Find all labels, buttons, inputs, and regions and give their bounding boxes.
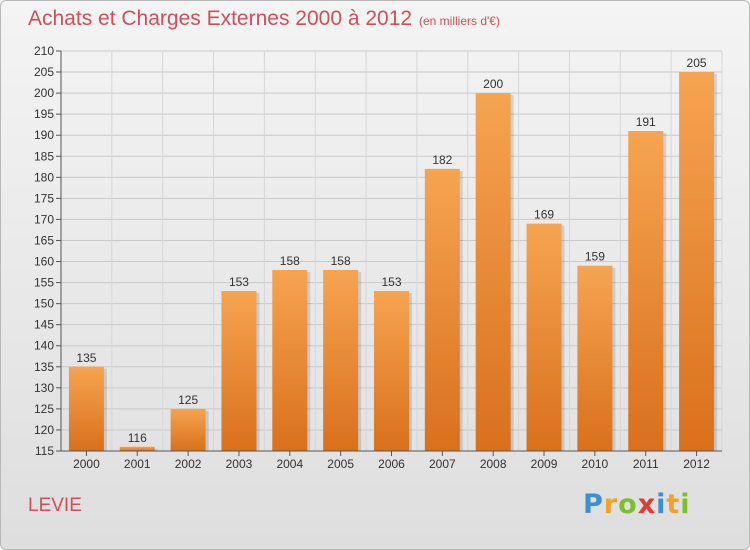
y-tick-label: 190	[34, 128, 54, 142]
data-label: 153	[381, 275, 401, 289]
data-label: 158	[280, 254, 300, 268]
data-label: 191	[636, 115, 656, 129]
y-tick-label: 195	[34, 107, 54, 121]
data-label: 205	[687, 56, 707, 70]
bars: 135 116 125 153 158 158 153 182 200 169 159 191 205	[68, 56, 718, 452]
x-tick-label: 2007	[429, 457, 456, 471]
x-axis: 2000 2001 2002 2003 2004 2005 2006 2007 2008 2009…	[61, 450, 722, 471]
x-tick-label: 2000	[73, 457, 100, 471]
y-tick-label: 140	[34, 339, 54, 353]
data-label: 135	[76, 351, 96, 365]
x-tick-label: 2003	[226, 457, 253, 471]
commune-name: LEVIE	[28, 495, 82, 516]
x-tick-label: 2012	[683, 457, 710, 471]
x-tick-label: 2009	[531, 457, 558, 471]
bar	[68, 366, 104, 451]
y-tick-label: 160	[34, 255, 54, 269]
y-tick-label: 120	[34, 423, 54, 437]
y-tick-label: 135	[34, 360, 54, 374]
bar	[679, 72, 715, 451]
y-tick-label: 185	[34, 149, 54, 163]
logo-letter: o	[618, 489, 638, 520]
bar	[170, 408, 206, 451]
data-label: 169	[534, 208, 554, 222]
x-tick-label: 2011	[633, 457, 659, 471]
y-tick-label: 155	[34, 276, 54, 290]
x-tick-label: 2006	[378, 457, 405, 471]
data-label: 158	[331, 254, 351, 268]
y-tick-label: 205	[34, 65, 54, 79]
y-axis: 115 120 125 130 135 140 145 150 155 160 165 170 175 1…	[34, 44, 62, 458]
bar	[272, 269, 308, 451]
data-label: 153	[229, 275, 249, 289]
data-label: 200	[483, 77, 503, 91]
bar	[526, 223, 562, 451]
logo-letter: P	[583, 489, 604, 520]
data-label: 182	[432, 153, 452, 167]
y-tick-label: 125	[34, 402, 54, 416]
y-tick-label: 180	[34, 170, 54, 184]
logo-letter: r	[603, 489, 619, 520]
chart-title: Achats et Charges Externes 2000 à 2012	[28, 7, 413, 30]
x-tick-label: 2004	[276, 457, 303, 471]
y-tick-label: 200	[34, 86, 54, 100]
y-tick-label: 210	[34, 44, 54, 58]
y-tick-label: 150	[34, 297, 54, 311]
bar	[374, 291, 409, 451]
logo-letter: t	[666, 489, 681, 520]
x-tick-label: 2005	[327, 457, 354, 471]
bar	[323, 269, 359, 451]
logo-letter: x	[637, 489, 657, 520]
y-tick-label: 145	[34, 318, 54, 332]
data-label: 125	[178, 393, 198, 407]
proxiti-logo: Proxiti	[583, 489, 691, 520]
data-label: 116	[128, 431, 147, 445]
x-tick-label: 2001	[124, 457, 151, 471]
logo-letter: i	[680, 489, 691, 520]
x-tick-label: 2010	[582, 457, 609, 471]
bar	[475, 93, 511, 452]
x-tick-label: 2008	[480, 457, 507, 471]
chart-subtitle: (en milliers d'€)	[419, 14, 500, 28]
bar	[424, 168, 460, 452]
y-tick-label: 115	[35, 444, 54, 458]
bar	[221, 291, 257, 451]
bar	[628, 131, 664, 451]
x-tick-label: 2002	[175, 457, 202, 471]
bar	[119, 446, 155, 451]
data-label: 159	[585, 250, 605, 264]
logo-letter: i	[656, 489, 667, 520]
bar	[577, 265, 613, 451]
y-tick-label: 130	[34, 381, 54, 395]
y-tick-label: 175	[34, 191, 54, 205]
y-tick-label: 165	[34, 233, 54, 247]
y-tick-label: 170	[34, 212, 54, 226]
